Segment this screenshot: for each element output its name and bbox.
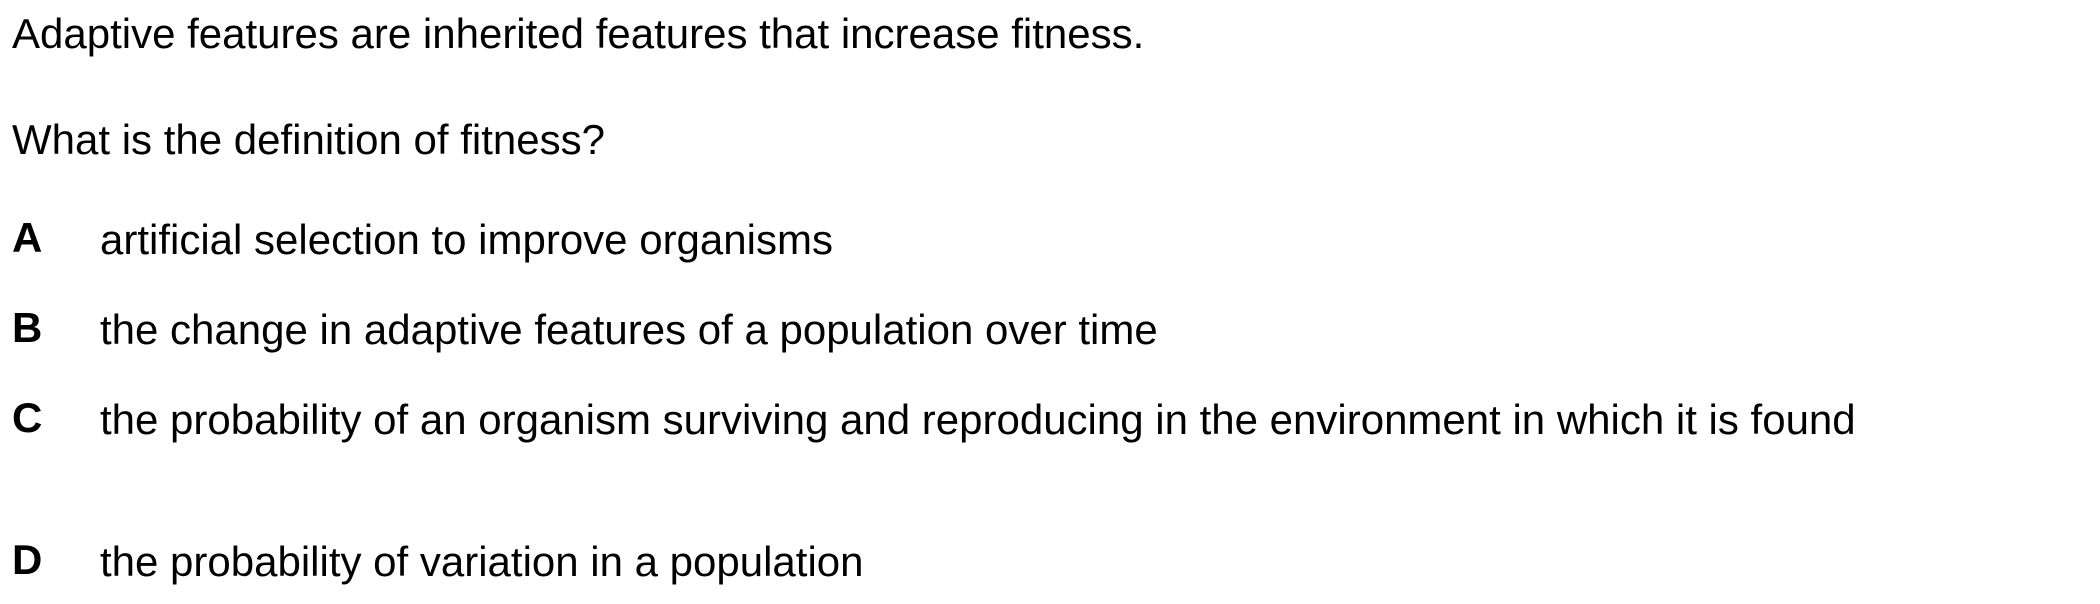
option-text: the change in adaptive features of a pop… xyxy=(100,306,1158,353)
option-letter: D xyxy=(12,536,43,583)
option-letter: A xyxy=(12,214,43,261)
question-stem: Adaptive features are inherited features… xyxy=(12,10,1145,57)
option-d[interactable]: D the probability of variation in a popu… xyxy=(12,536,2002,588)
option-text: the probability of variation in a popula… xyxy=(100,538,864,585)
option-text: the probability of an organism surviving… xyxy=(100,396,1856,443)
option-letter: B xyxy=(12,304,43,351)
option-a[interactable]: A artificial selection to improve organi… xyxy=(12,214,2002,266)
option-letter: C xyxy=(12,394,43,441)
question-prompt: What is the definition of fitness? xyxy=(12,116,605,163)
option-c[interactable]: C the probability of an organism survivi… xyxy=(12,394,2002,446)
option-b[interactable]: B the change in adaptive features of a p… xyxy=(12,304,2002,356)
option-text: artificial selection to improve organism… xyxy=(100,216,833,263)
